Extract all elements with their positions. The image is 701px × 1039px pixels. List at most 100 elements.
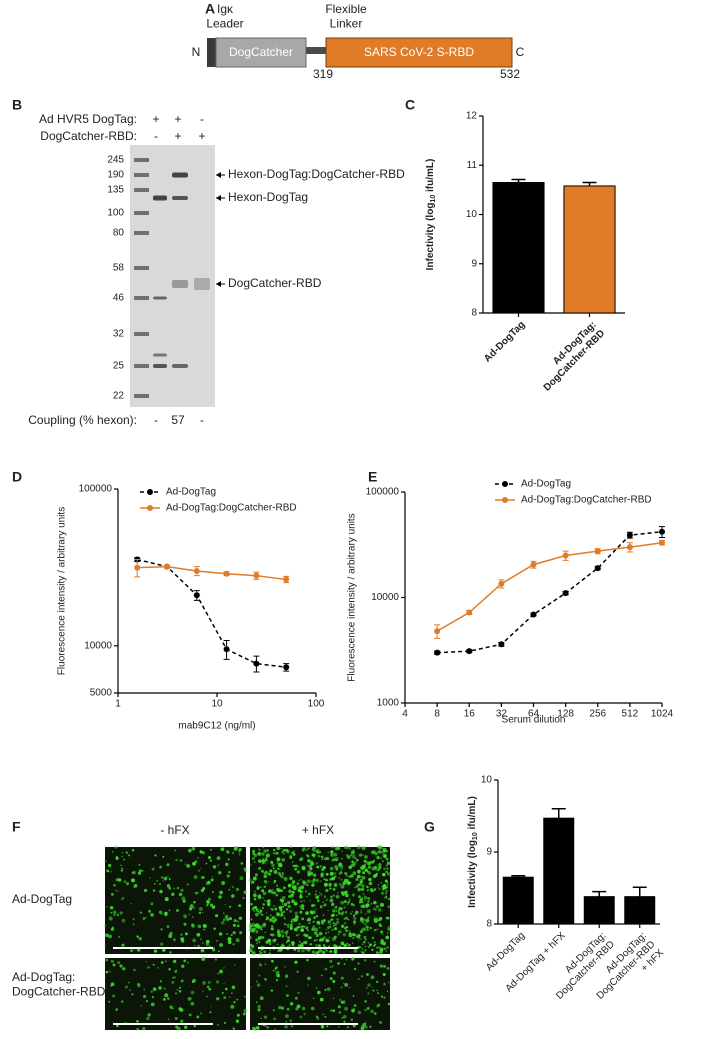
cell-spot (237, 957, 239, 959)
cell-spot (279, 948, 283, 952)
gel-row-label: Ad HVR5 DogTag: (39, 112, 137, 126)
cell-spot (120, 869, 123, 872)
cell-spot (278, 862, 283, 867)
cell-spot (337, 1026, 340, 1028)
data-point (626, 544, 633, 551)
cell-spot (310, 1006, 315, 1011)
cell-spot (315, 890, 318, 893)
cell-spot (297, 943, 302, 948)
cell-spot (332, 894, 336, 897)
x-tick-label: 4 (402, 709, 408, 720)
legend-label: Ad-DogTag:DogCatcher-RBD (521, 495, 652, 506)
cell-spot (294, 960, 298, 964)
cell-spot (243, 890, 247, 894)
cell-spot (330, 918, 333, 921)
cell-spot (332, 921, 335, 925)
cell-spot (341, 872, 343, 874)
cell-spot (254, 873, 259, 877)
cell-spot (318, 852, 321, 854)
cell-spot (357, 887, 361, 892)
cell-spot (381, 872, 386, 877)
cell-spot (258, 859, 262, 863)
cell-spot (324, 988, 327, 991)
cell-spot (288, 895, 291, 898)
cell-spot (239, 931, 243, 935)
cell-spot (369, 860, 373, 864)
cell-spot (269, 942, 272, 946)
cell-spot (363, 940, 366, 944)
cell-spot (164, 993, 169, 998)
cell-spot (257, 936, 262, 940)
cell-spot (153, 949, 158, 953)
ladder-label: 80 (113, 228, 125, 239)
cell-spot (199, 850, 203, 854)
cell-spot (217, 972, 220, 975)
cell-spot (316, 1015, 319, 1018)
cell-spot (208, 987, 212, 991)
cell-spot (221, 921, 225, 925)
cell-spot (261, 936, 265, 940)
cell-spot (303, 900, 305, 902)
cell-spot (257, 887, 260, 890)
cell-spot (350, 1018, 354, 1021)
cell-spot (345, 893, 348, 897)
cell-spot (386, 967, 390, 970)
cell-spot (149, 877, 151, 879)
cell-spot (386, 916, 390, 920)
cell-spot (365, 925, 369, 929)
y-tick-label: 10 (481, 775, 493, 786)
cell-spot (202, 924, 206, 927)
cell-spot (258, 941, 261, 943)
cell-spot (329, 898, 334, 903)
cell-spot (369, 1025, 372, 1028)
cell-spot (365, 913, 367, 915)
cell-spot (298, 880, 300, 882)
cell-spot (375, 904, 380, 909)
cell-spot (191, 846, 196, 851)
cell-spot (310, 861, 312, 864)
cell-spot (353, 923, 356, 925)
ladder-label: 22 (113, 391, 125, 402)
cell-spot (350, 850, 355, 855)
cell-spot (122, 851, 124, 854)
cell-spot (320, 872, 325, 876)
cell-spot (373, 901, 376, 904)
cell-spot (332, 887, 336, 891)
cell-spot (287, 883, 292, 888)
cell-spot (364, 1022, 367, 1024)
cell-spot (300, 928, 305, 932)
cell-spot (191, 980, 195, 984)
cell-spot (377, 992, 380, 995)
cell-spot (251, 944, 254, 947)
cell-spot (218, 932, 223, 936)
cell-spot (330, 853, 334, 858)
cell-spot (367, 865, 371, 869)
cell-spot (121, 918, 126, 923)
cell-spot (223, 1021, 227, 1025)
cell-spot (209, 859, 212, 862)
cell-spot (315, 862, 318, 865)
cell-spot (289, 924, 293, 928)
band-label: DogCatcher-RBD (228, 276, 322, 290)
y-tick-label: 9 (486, 847, 492, 858)
cell-spot (291, 861, 294, 863)
cell-spot (357, 962, 360, 965)
cell-spot (363, 893, 366, 896)
cell-spot (341, 1016, 344, 1019)
cell-spot (265, 858, 269, 862)
domain-label: SARS CoV-2 S-RBD (364, 45, 474, 59)
cell-spot (168, 886, 172, 890)
cell-spot (338, 862, 343, 867)
cell-spot (137, 871, 142, 875)
panel-label: F (12, 819, 21, 835)
cell-spot (322, 866, 326, 870)
cell-spot (356, 874, 361, 879)
cell-spot (311, 879, 316, 884)
c-terminus: C (516, 45, 525, 59)
cell-spot (236, 1013, 240, 1017)
bar (563, 185, 616, 314)
cell-spot (329, 966, 332, 968)
cell-spot (326, 857, 330, 860)
cell-spot (216, 856, 221, 861)
cell-spot (222, 918, 226, 922)
